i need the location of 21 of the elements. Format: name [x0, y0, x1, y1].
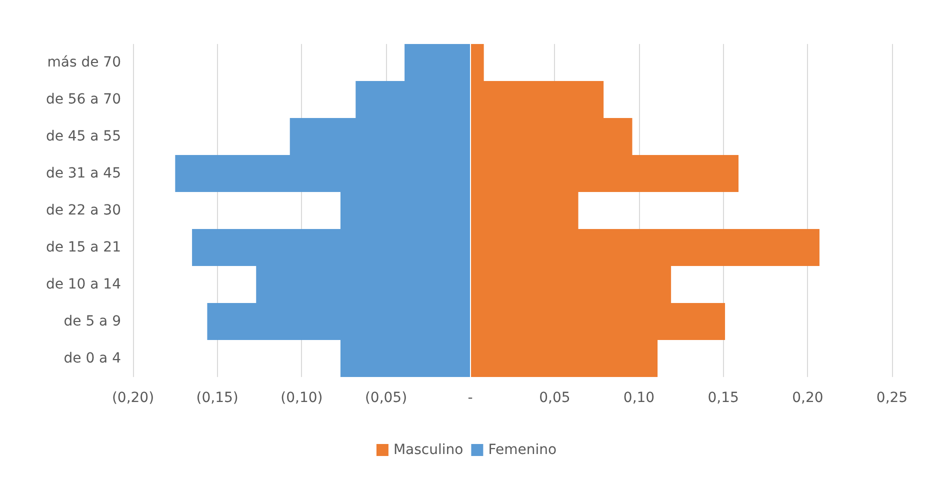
x-tick-label: 0,10 [623, 390, 655, 406]
y-tick-label: más de 70 [47, 54, 121, 70]
x-tick-label: (0,15) [196, 390, 238, 406]
x-tick-label: 0,15 [708, 390, 739, 406]
x-tick-label: 0,05 [539, 390, 570, 406]
legend-label: Femenino [488, 442, 557, 458]
y-tick-label: de 56 a 70 [46, 92, 121, 108]
y-tick-label: de 45 a 55 [46, 128, 121, 144]
legend-label: Masculino [393, 442, 464, 458]
y-tick-label: de 5 a 9 [64, 314, 121, 330]
y-tick-label: de 31 a 45 [46, 166, 121, 182]
x-tick-label: - [468, 390, 473, 406]
x-tick-label: (0,10) [280, 390, 323, 406]
y-tick-label: de 15 a 21 [46, 240, 121, 256]
y-tick-label: de 22 a 30 [46, 202, 121, 218]
x-tick-label: (0,05) [364, 390, 408, 406]
x-tick-label: 0,25 [876, 390, 908, 406]
y-tick-label: de 0 a 4 [64, 350, 122, 366]
x-tick-label: (0,20) [112, 390, 154, 406]
x-tick-label: 0,20 [792, 390, 824, 406]
y-tick-label: de 10 a 14 [46, 276, 122, 292]
